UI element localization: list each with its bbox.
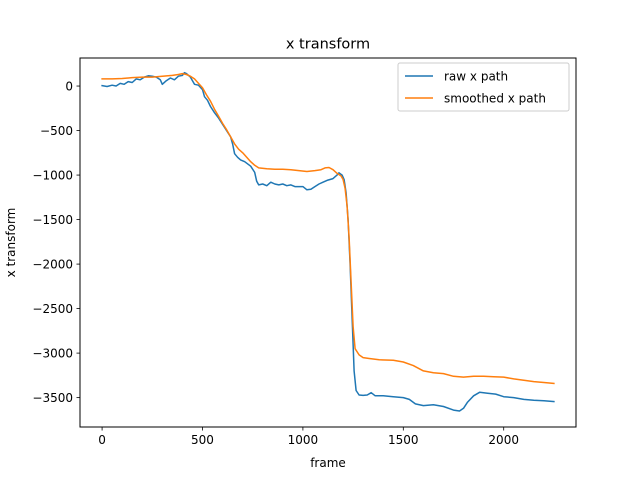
y-tick-label: 0: [65, 80, 73, 94]
y-tick-label: −500: [40, 124, 73, 138]
y-tick-label: −3000: [32, 347, 73, 361]
x-axis-ticks: 0 500 1000 1500 2000: [98, 427, 519, 447]
y-axis-label: x transform: [4, 208, 18, 278]
axes-frame: [79, 57, 577, 428]
y-tick-label: −3500: [32, 391, 73, 405]
y-axis-ticks: 0 −500 −1000 −1500 −2000 −2500 −3000 −3500: [32, 80, 80, 405]
series-lines: [101, 71, 555, 412]
legend-label-raw: raw x path: [444, 70, 508, 84]
y-tick-label: −1000: [32, 169, 73, 183]
series-line-raw: [101, 71, 555, 412]
legend-label-smoothed: smoothed x path: [444, 92, 546, 106]
legend-box: [397, 62, 570, 112]
y-tick-label: −2500: [32, 302, 73, 316]
x-tick-label: 1000: [288, 433, 319, 447]
x-axis-label: frame: [310, 456, 346, 470]
legend: raw x path smoothed x path: [397, 62, 570, 112]
y-tick-label: −2000: [32, 258, 73, 272]
x-tick-label: 2000: [488, 433, 519, 447]
y-tick-label: −1500: [32, 213, 73, 227]
x-tick-label: 0: [98, 433, 106, 447]
chart-title: x transform: [286, 37, 370, 53]
series-line-smoothed: [101, 72, 555, 385]
x-tick-label: 500: [191, 433, 214, 447]
x-tick-label: 1500: [388, 433, 419, 447]
